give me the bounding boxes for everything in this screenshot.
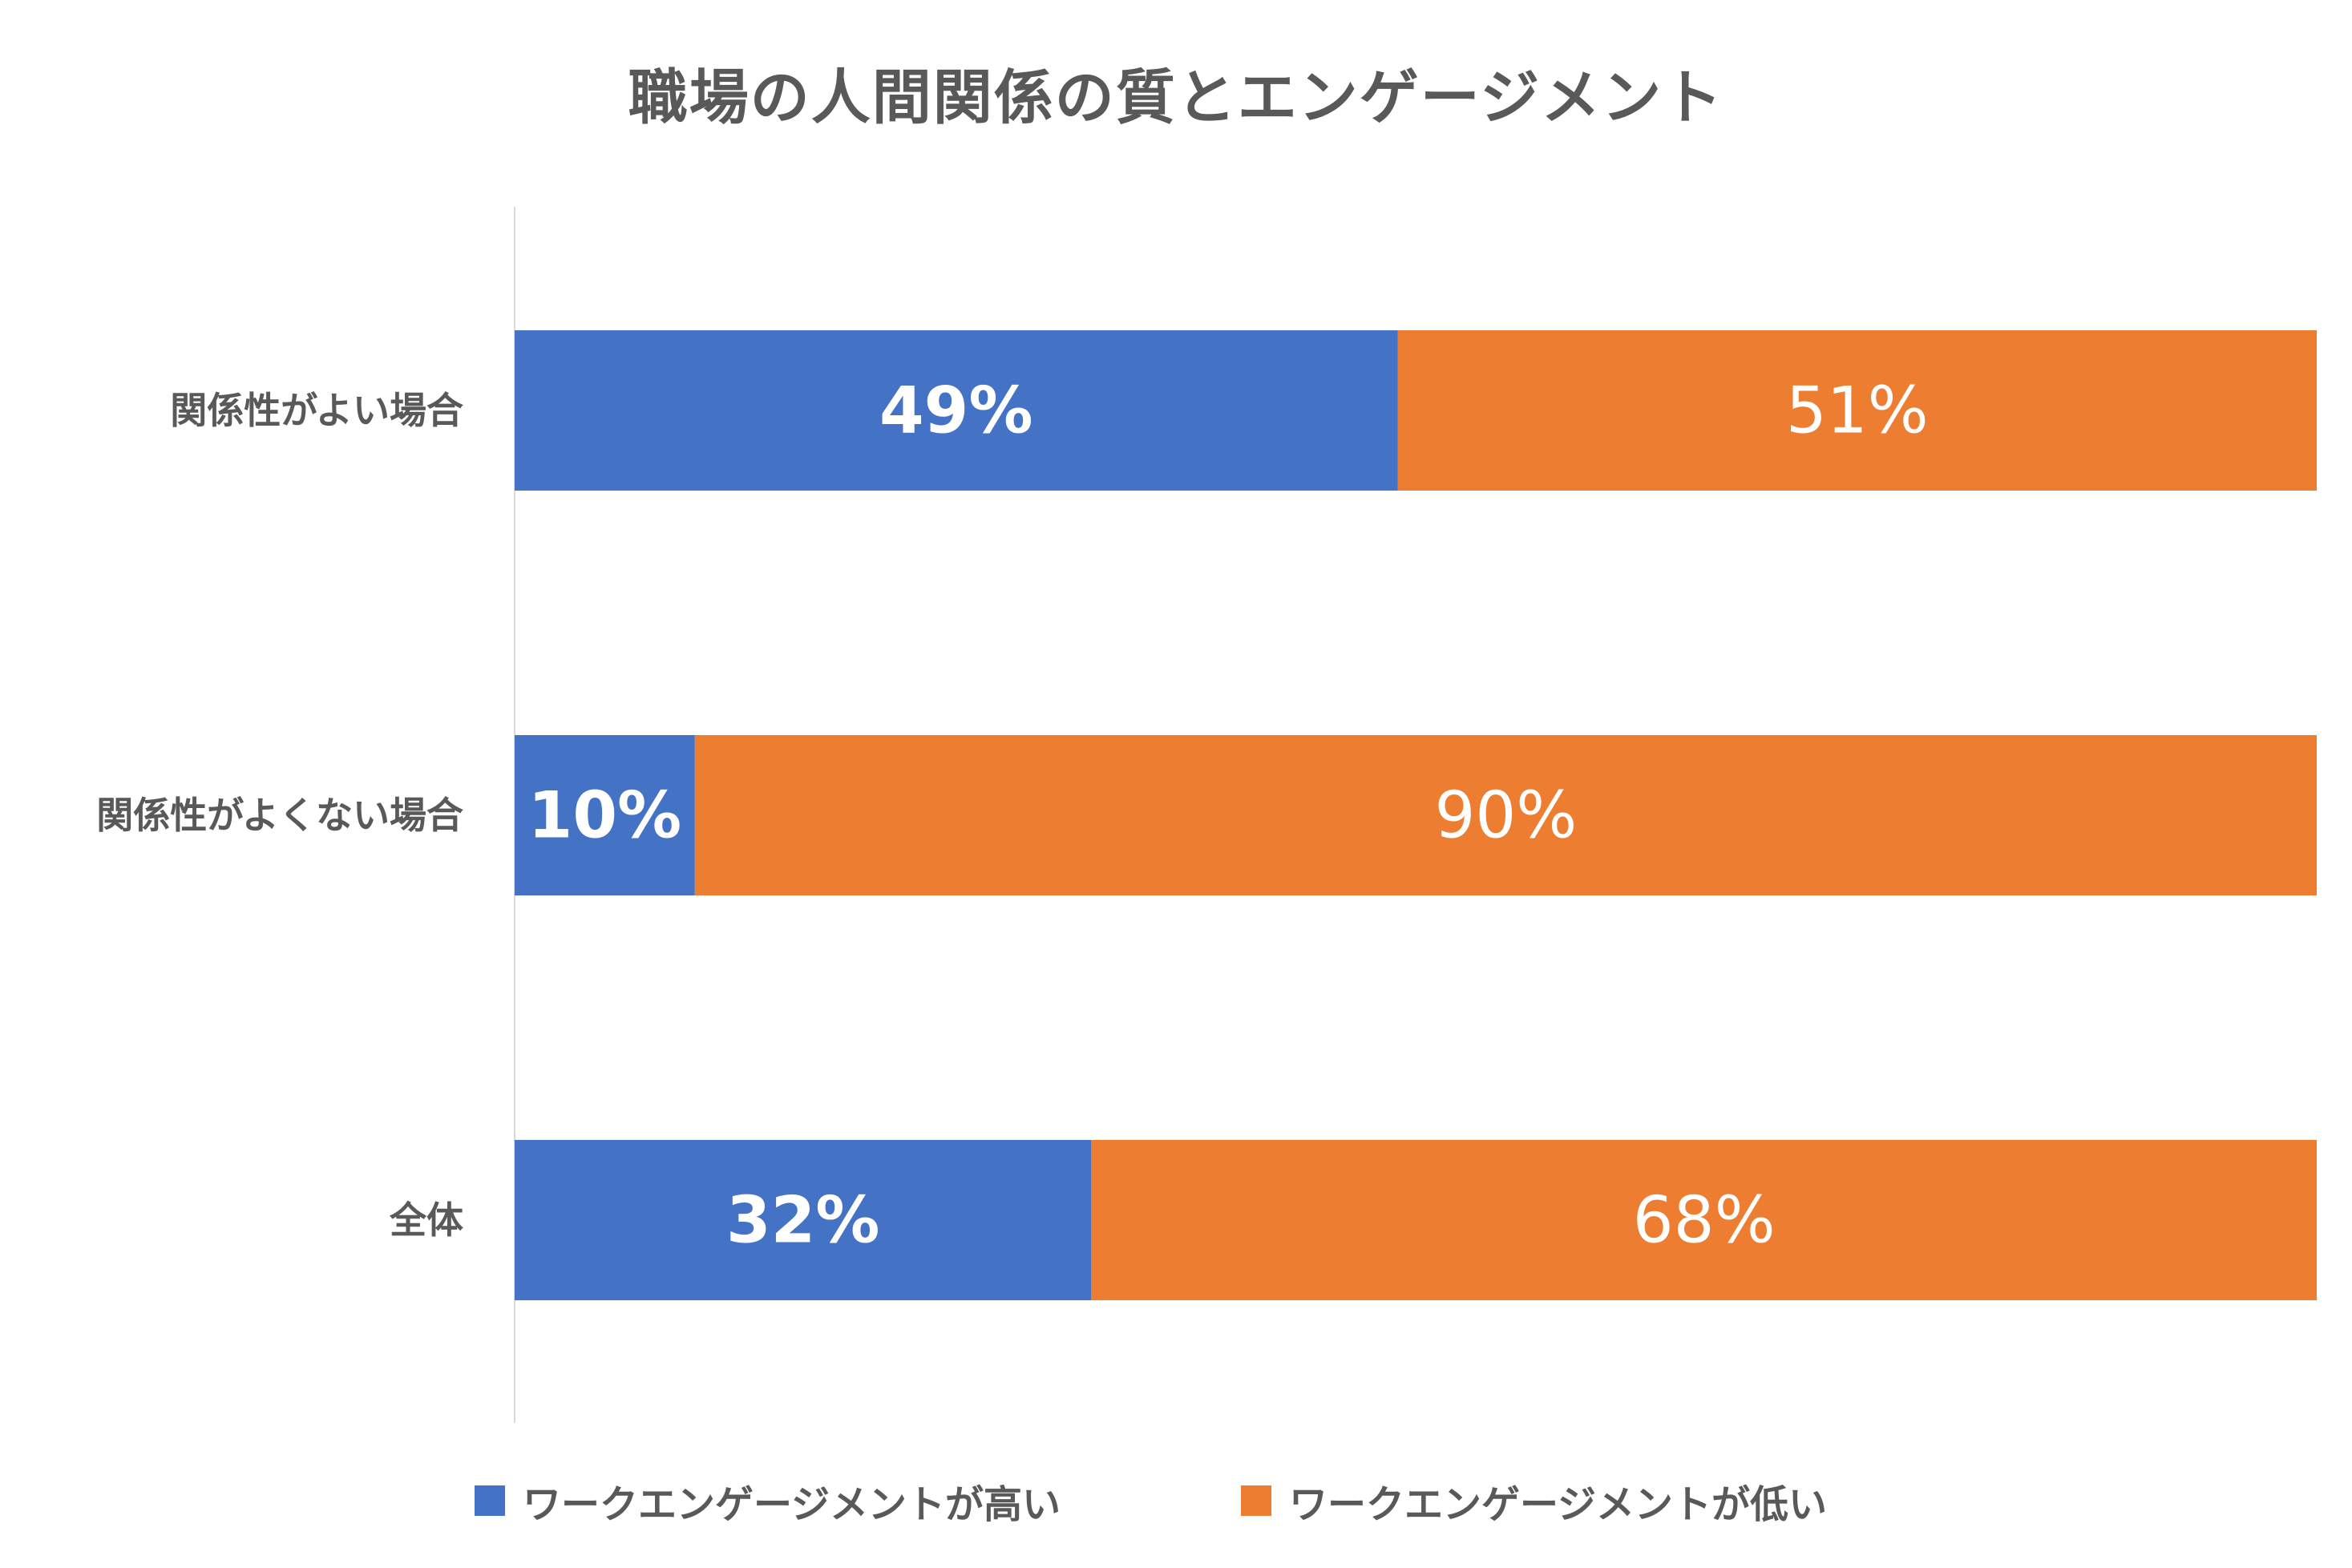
legend-label-high: ワークエンゲージメントが高い	[523, 1482, 1061, 1527]
category-label: 関係性がよくない場合	[96, 794, 463, 837]
bars-layer	[515, 330, 2317, 1300]
legend-swatch-high	[475, 1485, 505, 1516]
bar-segment[interactable]	[1091, 1140, 2317, 1300]
legend: ワークエンゲージメントが高い ワークエンゲージメントが低い	[0, 1469, 2352, 1533]
data-label: 68%	[1633, 1183, 1776, 1258]
legend-item-low[interactable]: ワークエンゲージメントが低い	[1241, 1469, 1827, 1533]
category-label: 関係性がよい場合	[170, 389, 463, 432]
bar-segment[interactable]	[694, 735, 2317, 895]
legend-swatch-low	[1241, 1485, 1271, 1516]
bar-segment[interactable]	[515, 1140, 1092, 1300]
data-label: 32%	[726, 1183, 879, 1258]
bar-segment[interactable]	[1397, 330, 2317, 491]
data-label: 90%	[1434, 778, 1577, 853]
data-label: 10%	[528, 778, 681, 853]
data-label: 49%	[879, 374, 1033, 448]
labels-layer: 49% 51% 10% 90% 32% 68%	[528, 374, 1929, 1258]
bar-segment[interactable]	[515, 735, 695, 895]
bar-segment[interactable]	[515, 330, 1398, 491]
legend-item-high[interactable]: ワークエンゲージメントが高い	[475, 1469, 1061, 1533]
legend-label-low: ワークエンゲージメントが低い	[1289, 1482, 1828, 1527]
category-label: 全体	[389, 1198, 463, 1242]
data-label: 51%	[1786, 374, 1929, 448]
chart-title: 職場の人間関係の質とエンゲージメント	[628, 63, 1724, 132]
